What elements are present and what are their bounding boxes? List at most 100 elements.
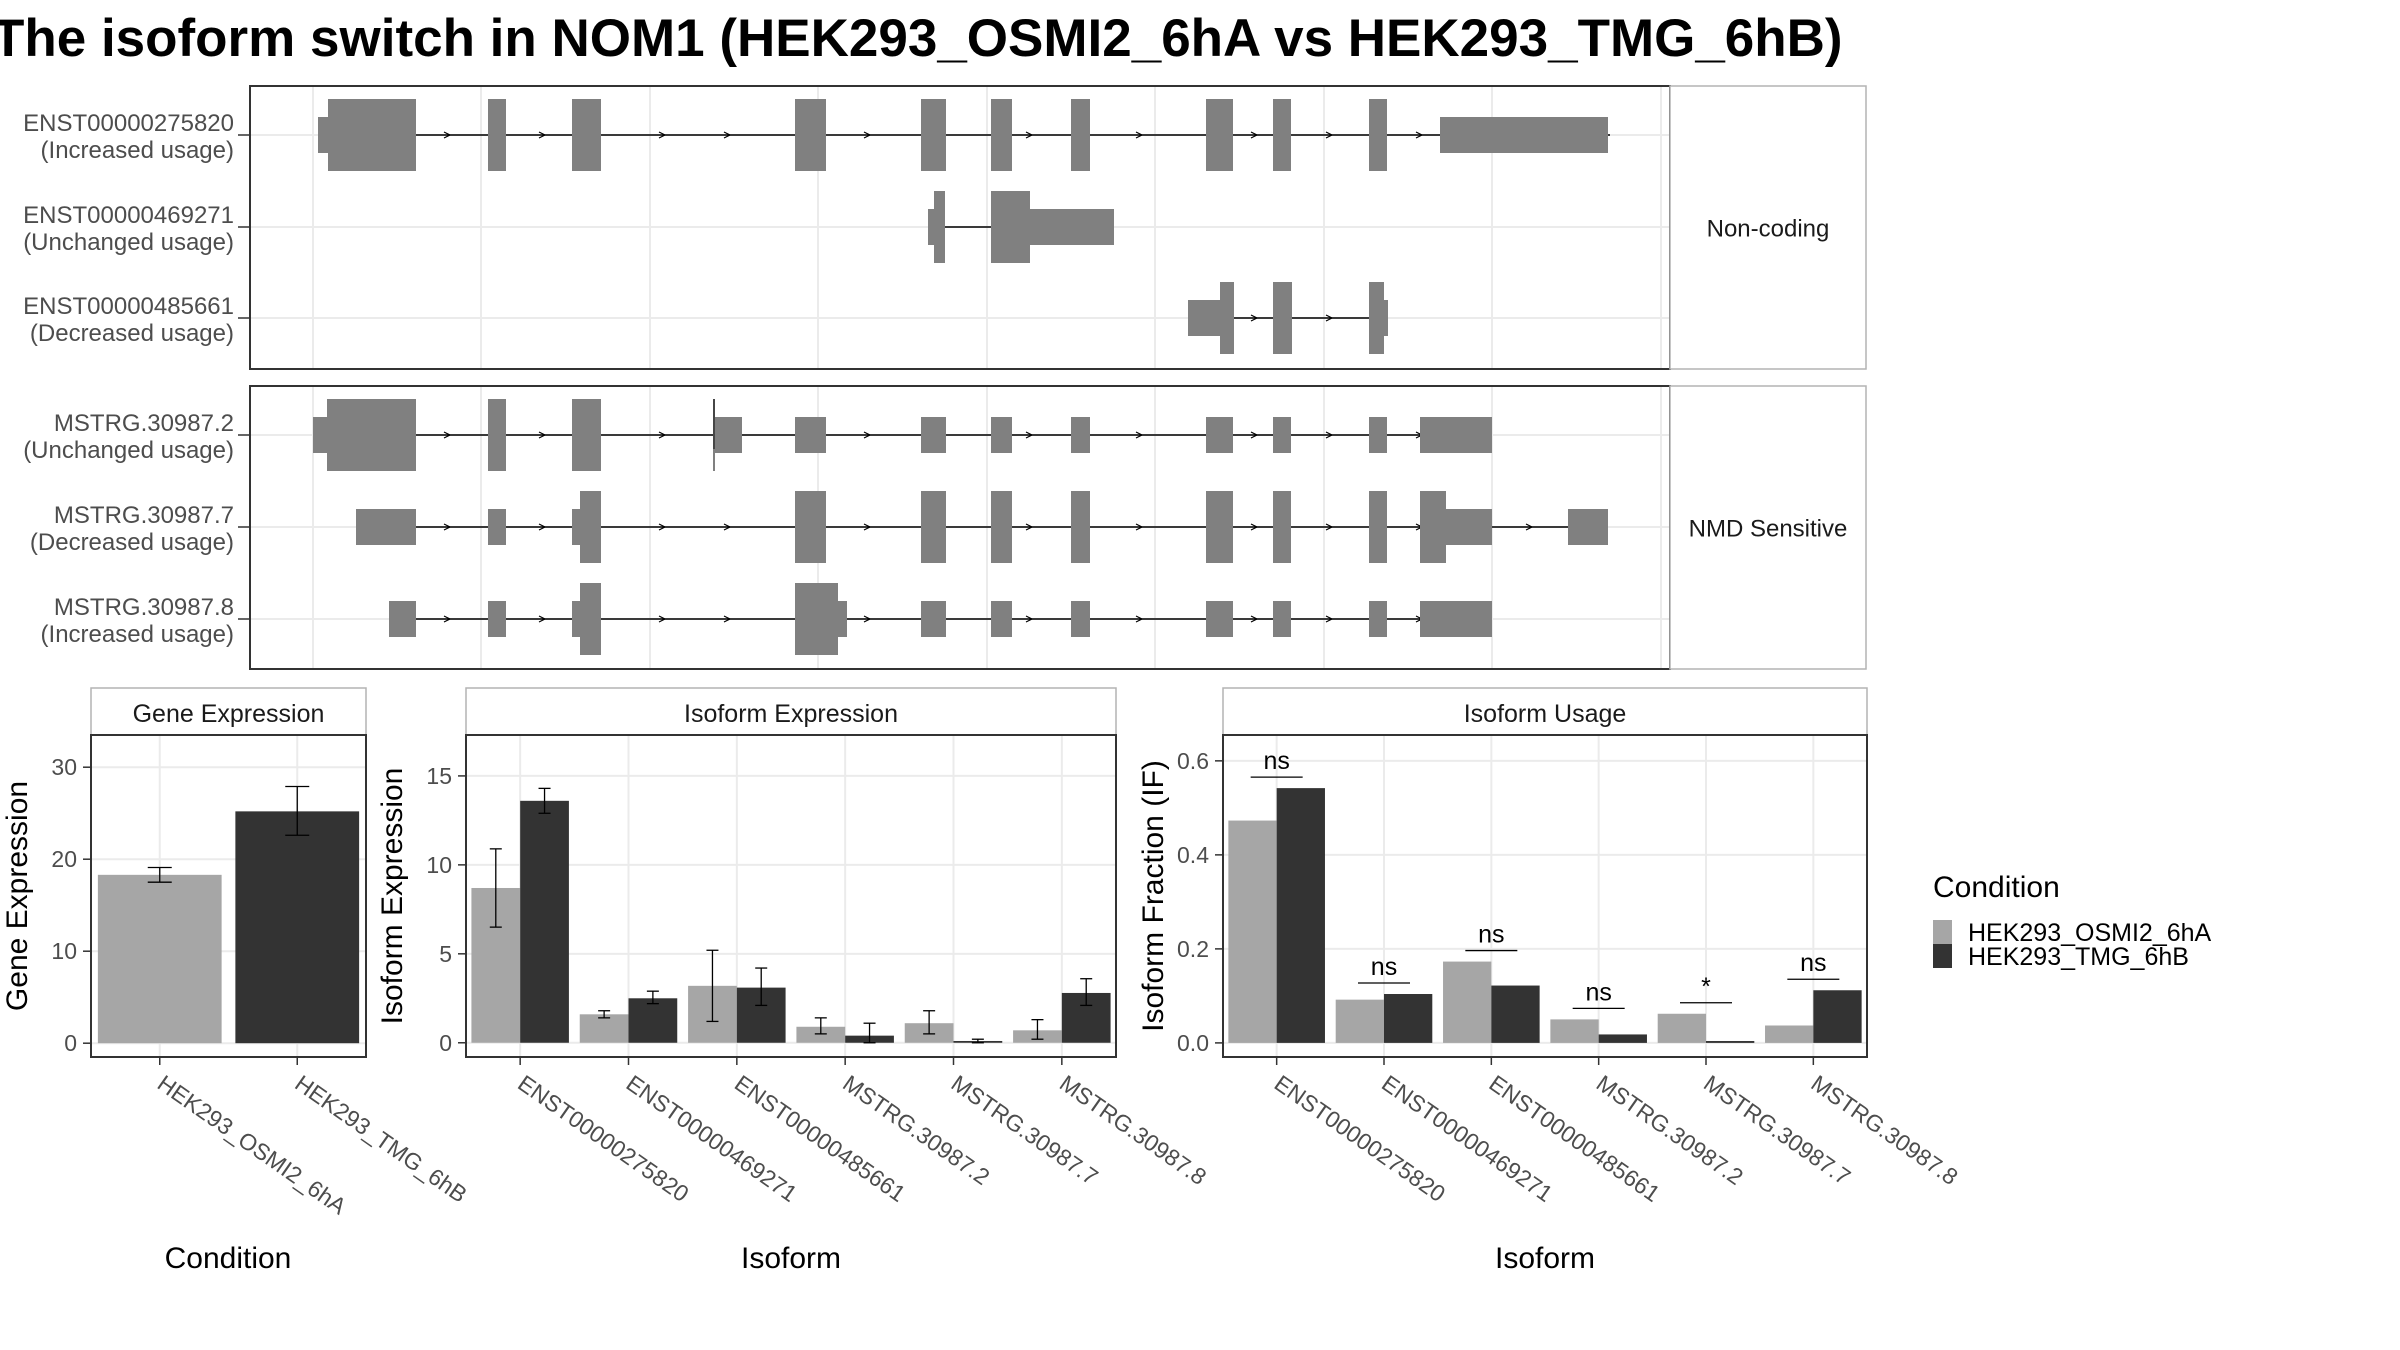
structure-facet-0: ENST00000275820(Increased usage) ENST0000…	[23, 85, 1867, 370]
isoform-label-id: MSTRG.30987.2	[54, 410, 234, 437]
bar-ENST00000469271-0	[579, 1014, 629, 1043]
exon-block	[572, 601, 580, 637]
exon-block	[921, 99, 946, 171]
isoform-label-usage: (Increased usage)	[41, 137, 234, 164]
isoform-label-id: ENST00000485661	[23, 293, 234, 320]
strand-arrow	[443, 431, 452, 439]
x-tick-label: ENST00000469271	[1377, 1070, 1557, 1207]
strand-arrow	[658, 615, 667, 623]
strand-arrow	[863, 431, 872, 439]
exon-block	[795, 491, 826, 563]
y-tick-label: 0.6	[1177, 748, 1209, 774]
legend-swatch-b	[1933, 944, 1952, 968]
exon-block	[327, 399, 416, 471]
legend-title: Condition	[1933, 871, 2060, 904]
x-tick-label: ENST00000275820	[1270, 1070, 1450, 1207]
significance-label: *	[1701, 973, 1711, 1001]
significance-label: ns	[1371, 953, 1397, 981]
bar-MSTRG.30987.7-0	[1657, 1013, 1706, 1043]
exon-block	[580, 583, 601, 655]
strand-arrow	[658, 523, 667, 531]
strand-arrow	[1250, 615, 1259, 623]
isoform-label-usage: (Decreased usage)	[30, 529, 234, 556]
exon-block	[795, 583, 838, 655]
strand-arrow	[1135, 431, 1144, 439]
x-tick-label: ENST00000485661	[1484, 1070, 1664, 1207]
bar-MSTRG.30987.8-1	[1813, 990, 1862, 1043]
exon-block	[1206, 99, 1233, 171]
exon-block	[488, 601, 506, 637]
exon-block	[934, 191, 945, 263]
strand-arrow	[1325, 131, 1334, 139]
isoform-label-usage: (Decreased usage)	[30, 320, 234, 347]
y-axis-label: Gene Expression	[1, 781, 34, 1011]
strand-arrow	[1025, 523, 1034, 531]
isoform-track-ENST00000485661	[1188, 282, 1388, 354]
facet-strip-label: Non-coding	[1707, 216, 1830, 243]
strand-arrow	[1025, 615, 1034, 623]
bar-ENST00000469271-1	[628, 998, 678, 1043]
exon-block	[488, 509, 506, 545]
legend-swatch-a	[1933, 920, 1952, 944]
plot-border	[465, 734, 1117, 1058]
exon-block	[921, 601, 946, 637]
significance-label: ns	[1263, 747, 1289, 775]
exon-block	[1071, 99, 1090, 171]
strand-arrow	[443, 615, 452, 623]
chart-strip	[465, 687, 1117, 736]
isoform-track-MSTRG.30987.8	[389, 583, 1492, 655]
y-tick-label: 0.2	[1177, 936, 1209, 962]
x-axis-label: Condition	[165, 1242, 292, 1275]
strand-arrow	[1250, 523, 1259, 531]
y-axis-label: Isoform Fraction (IF)	[1137, 760, 1170, 1032]
strand-arrow	[443, 131, 452, 139]
strand-arrow	[538, 131, 547, 139]
strand-arrow	[1325, 523, 1334, 531]
significance-label: ns	[1585, 978, 1611, 1006]
strand-arrow	[1135, 615, 1144, 623]
exon-block	[1446, 509, 1492, 545]
exon-block	[389, 601, 416, 637]
exon-block	[1420, 491, 1446, 563]
bar-ENST00000275820-0	[1228, 820, 1277, 1043]
exon-block	[1369, 601, 1387, 637]
strand-arrow	[1325, 615, 1334, 623]
chart-strip	[1222, 687, 1868, 736]
facet-strip-label: NMD Sensitive	[1689, 516, 1848, 543]
exon-block	[1030, 209, 1114, 245]
exon-block	[1420, 601, 1492, 637]
strand-arrow	[658, 131, 667, 139]
bar-ENST00000275820-1	[520, 800, 569, 1043]
exon-block	[1369, 417, 1387, 453]
strand-arrow	[1250, 431, 1259, 439]
exon-block	[991, 417, 1012, 453]
exon-block	[1206, 491, 1233, 563]
chart-2: Isoform Usage ns ns ns ns * ns 0.0 0.2 0.4 0.6 Isof…	[1137, 687, 1963, 1275]
strand-arrow	[723, 615, 732, 623]
exon-block	[572, 99, 601, 171]
y-tick-label: 0.0	[1177, 1030, 1209, 1056]
exon-block	[715, 417, 742, 453]
bar-MSTRG.30987.8-0	[1765, 1025, 1814, 1043]
exon-block	[1568, 509, 1608, 545]
bar-ENST00000485661-1	[1491, 985, 1540, 1043]
exon-block	[1369, 99, 1387, 171]
plot-border	[90, 734, 367, 1058]
strand-arrow	[863, 131, 872, 139]
exon-block	[1273, 491, 1291, 563]
legend-label-b: HEK293_TMG_6hB	[1968, 943, 2189, 971]
exon-block	[1273, 99, 1291, 171]
x-axis-label: Isoform	[1495, 1242, 1595, 1275]
chart-title: Gene Expression	[133, 700, 325, 728]
bar-HEK293_TMG_6hB	[235, 811, 360, 1044]
strand-arrow	[863, 615, 872, 623]
exon-block	[795, 417, 826, 453]
exon-block	[318, 117, 328, 153]
exon-block	[991, 191, 1030, 263]
isoform-structure-panel: ENST00000275820(Increased usage)ENST0000…	[23, 85, 1867, 670]
exon-block	[1071, 601, 1090, 637]
bar-ENST00000469271-1	[1384, 994, 1433, 1043]
bar-ENST00000275820-1	[1276, 788, 1325, 1043]
strand-arrow	[1325, 431, 1334, 439]
